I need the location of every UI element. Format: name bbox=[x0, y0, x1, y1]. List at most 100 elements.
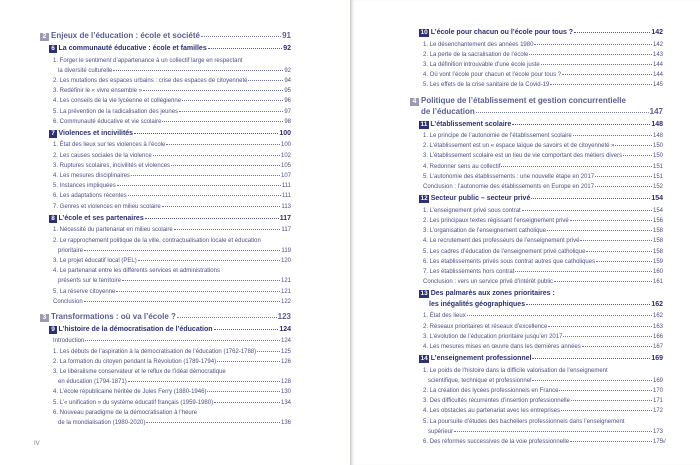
toc-line: 2. L’établissement est un « espace laïqu… bbox=[423, 141, 663, 151]
toc-section[interactable]: 5. L’« unification » du système éducatif… bbox=[40, 398, 291, 408]
dot-leader bbox=[248, 79, 284, 81]
toc-part[interactable]: 3 Transformations : où va l’école ? 123 bbox=[40, 310, 291, 323]
dot-leader bbox=[570, 400, 652, 402]
toc-section[interactable]: 1. Les débuts de l’aspiration à la démoc… bbox=[40, 347, 291, 357]
dot-leader bbox=[257, 350, 280, 352]
toc-section[interactable]: 1. L’enseignement privé sous contrat 154 bbox=[410, 206, 663, 216]
toc-line: Conclusion : l’autonomie des établisseme… bbox=[423, 182, 663, 192]
toc-section[interactable]: 5. La poursuite d’études des bacheliers … bbox=[410, 417, 663, 437]
toc-section[interactable]: 3. L’organisation de l’enseignement cath… bbox=[410, 226, 663, 236]
toc-section[interactable]: 5. La réserve citoyenne 121 bbox=[40, 287, 291, 297]
toc-section[interactable]: 3. Redéfinir le « vivre ensemble » 95 bbox=[40, 86, 291, 96]
toc-section[interactable]: 5. Les cadres d’éducation de l’enseignem… bbox=[410, 247, 663, 257]
dot-leader bbox=[454, 430, 652, 432]
toc-chapter[interactable]: 7 Violences et incivilités 100 bbox=[40, 128, 291, 141]
toc-chapter[interactable]: 6 La communauté éducative : école et fami… bbox=[40, 43, 291, 56]
toc-section[interactable]: 6. Des réformes successives de la voie p… bbox=[410, 437, 663, 447]
toc-section[interactable]: 2. Les causes sociales de la violence 102 bbox=[40, 151, 291, 161]
entry-title: Conclusion : l’autonomie des établisseme… bbox=[423, 184, 595, 191]
toc-line: 3. La définition introuvable d’une école… bbox=[423, 60, 663, 70]
entry-title: 2. Les causes sociales de la violence bbox=[53, 152, 152, 159]
toc-section[interactable]: 6. Les adaptations récentes 111 bbox=[40, 191, 291, 201]
toc-section[interactable]: 4. Où vont l’école pour chacun et l’écol… bbox=[410, 70, 663, 80]
entry-title: Violences et incivilités bbox=[58, 129, 134, 137]
toc-section[interactable]: 1. Le poids de l’histoire dans la diffic… bbox=[410, 366, 663, 386]
entry-page-number: 151 bbox=[652, 173, 663, 180]
entry-page-number: 166 bbox=[652, 333, 663, 340]
entry-title: 5. Les cadres d’éducation de l’enseignem… bbox=[423, 248, 586, 255]
toc-section[interactable]: 5. Instances impliquées 111 bbox=[40, 181, 291, 191]
toc-section[interactable]: 5. La prévention de la radicalisation de… bbox=[40, 107, 291, 117]
toc-section[interactable]: 3. Des difficultés récurrentes d’inserti… bbox=[410, 396, 663, 406]
toc-section[interactable]: Conclusion : l’autonomie des établisseme… bbox=[410, 182, 663, 192]
toc-section[interactable]: 2. La création des lycées professionnels… bbox=[410, 386, 663, 396]
toc-section[interactable]: 1. État des lieux sur les violences à l’… bbox=[40, 140, 291, 150]
toc-section[interactable]: 1. Nécessité du partenariat en milieu sc… bbox=[40, 225, 291, 235]
toc-section[interactable]: 3. La définition introuvable d’une école… bbox=[410, 60, 663, 70]
toc-section[interactable]: 1. État des lieux 162 bbox=[410, 311, 663, 321]
entry-page-number: 121 bbox=[280, 288, 291, 295]
entry-page-number: 117 bbox=[281, 227, 291, 234]
entry-title: 1. Forger le sentiment d’appartenance à … bbox=[53, 57, 243, 64]
toc-section[interactable]: 4. Le partenariat entre les différents s… bbox=[40, 266, 291, 286]
entry-title: 3. L’organisation de l’enseignement cath… bbox=[423, 228, 547, 235]
toc-section[interactable]: 1. Le désenchantement des années 1980 142 bbox=[410, 40, 663, 50]
dot-leader bbox=[515, 270, 652, 272]
toc-section[interactable]: 7. Les établissements hors contrat 160 bbox=[410, 267, 663, 277]
toc-section[interactable]: 4. Redonner sens au collectif 151 bbox=[410, 162, 663, 172]
toc-line: 5. Instances impliquées 111 bbox=[53, 181, 291, 191]
toc-section[interactable]: 7. Genres et violences en milieu scolair… bbox=[40, 202, 291, 212]
toc-section[interactable]: 2. Le rapprochement politique de la vill… bbox=[40, 236, 291, 256]
toc-part[interactable]: 4 Politique de l’établissement et gestion… bbox=[410, 94, 663, 118]
toc-section[interactable]: 5. L’autonomie des établissements : une … bbox=[410, 172, 663, 182]
toc-line: 1. Le désenchantement des années 1980 142 bbox=[423, 40, 663, 50]
toc-section[interactable]: 3. L’établissement scolaire est un lieu … bbox=[410, 151, 663, 161]
toc-section[interactable]: 4. Les mesures disciplinaires 107 bbox=[40, 171, 291, 181]
toc-section[interactable]: 2. Les mutations des espaces urbains : c… bbox=[40, 76, 291, 86]
toc-line: 2. Les causes sociales de la violence 102 bbox=[53, 151, 291, 161]
toc-section[interactable]: 4. Les mesures mises en œuvre dans les d… bbox=[410, 342, 663, 352]
toc-section[interactable]: 6. Nouveau paradigme de la démocratisati… bbox=[40, 408, 291, 428]
toc-section[interactable]: 5. Les effets de la crise sanitaire de l… bbox=[410, 80, 663, 90]
toc-section[interactable]: 3. Le libéralisme conservateur et le ref… bbox=[40, 367, 291, 387]
entry-page-number: 143 bbox=[652, 51, 663, 58]
toc-chapter[interactable]: 11 L’établissement scolaire 148 bbox=[410, 119, 663, 132]
toc-chapter[interactable]: 10 L’école pour chacun ou l’école pour to… bbox=[410, 27, 663, 40]
toc-part[interactable]: 2 Enjeux de l’éducation : école et sociét… bbox=[40, 29, 291, 42]
toc-chapter[interactable]: 12 Secteur public – secteur privé 154 bbox=[410, 193, 663, 206]
toc-section[interactable]: 2. La perte de la sacralisation de l’éco… bbox=[410, 50, 663, 60]
toc-chapter[interactable]: 14 L’enseignement professionnel 169 bbox=[410, 353, 663, 366]
toc-section[interactable]: 3. L’évolution de l’éducation prioritair… bbox=[410, 332, 663, 342]
toc-section[interactable]: 4. Les obstacles au partenariat avec les… bbox=[410, 406, 663, 416]
toc-section[interactable]: Conclusion : vers un service privé d’int… bbox=[410, 277, 663, 287]
toc-section[interactable]: 2. La formation du citoyen pendant la Ré… bbox=[40, 357, 291, 367]
toc-section[interactable]: 3. Ruptures scolaires, incivilités et vi… bbox=[40, 161, 291, 171]
entry-title: Transformations : où va l’école ? bbox=[51, 311, 176, 321]
toc-section[interactable]: 2. L’établissement est un « espace laïqu… bbox=[410, 141, 663, 151]
toc-chapter[interactable]: 8 L’école et ses partenaires 117 bbox=[40, 213, 291, 226]
entry-page-number: 167 bbox=[652, 343, 663, 350]
toc-section[interactable]: 2. Réseaux prioritaires et réseaux d’exc… bbox=[410, 322, 663, 332]
toc-section[interactable]: 4. Le recrutement des professeurs de l’e… bbox=[410, 236, 663, 246]
toc-section[interactable]: 1. Forger le sentiment d’appartenance à … bbox=[40, 56, 291, 76]
dot-leader bbox=[85, 340, 280, 342]
dot-leader bbox=[532, 358, 651, 360]
entry-title: L’établissement scolaire bbox=[430, 120, 512, 128]
toc-section[interactable]: 3. Le projet éducatif local (PEL) 120 bbox=[40, 256, 291, 266]
toc-line: 1. État des lieux sur les violences à l’… bbox=[53, 140, 291, 150]
toc-section[interactable]: 6. Communauté éducative et vie scolaire 9… bbox=[40, 117, 291, 127]
toc-section[interactable]: 6. Les établissements privés sous contra… bbox=[410, 257, 663, 267]
entry-title: 6. Les adaptations récentes bbox=[53, 193, 127, 200]
entry-title: 4. Où vont l’école pour chacun et l’écol… bbox=[423, 72, 562, 79]
entry-title: supérieur bbox=[428, 428, 454, 435]
toc-section[interactable]: Conclusion 122 bbox=[40, 297, 291, 307]
toc-chapter[interactable]: 13 Des palmarès aux zones prioritaires :l… bbox=[410, 288, 663, 311]
toc-section[interactable]: Introduction 124 bbox=[40, 336, 291, 346]
toc-section[interactable]: 4. Les conseils de la vie lycéenne et co… bbox=[40, 96, 291, 106]
toc-section[interactable]: 4. L’école républicaine héritée de Jules… bbox=[40, 387, 291, 397]
dot-leader bbox=[531, 198, 651, 200]
dot-leader bbox=[559, 390, 652, 392]
toc-chapter[interactable]: 9 L’histoire de la démocratisation de l’é… bbox=[40, 324, 291, 337]
toc-section[interactable]: 1. Le principe de l’autonomie de l’établ… bbox=[410, 131, 663, 141]
toc-section[interactable]: 2. Les principaux textes régissant l’ens… bbox=[410, 216, 663, 226]
